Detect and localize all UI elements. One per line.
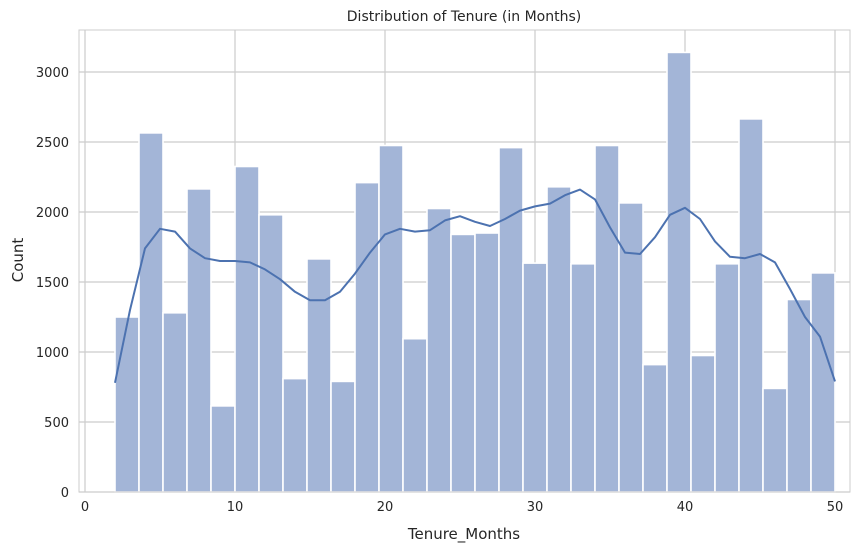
histogram-bar [571,264,595,492]
histogram-bar [259,215,283,492]
histogram-bar [547,187,571,492]
histogram-bar [115,317,139,492]
y-tick-label: 2500 [36,136,69,151]
histogram-bar [739,119,763,492]
histogram-bar [619,203,643,492]
histogram-bar [235,167,259,493]
histogram-bar [691,356,715,493]
x-tick-label: 40 [677,500,694,515]
x-tick-label: 50 [827,500,844,515]
histogram-bar [715,264,739,492]
y-tick-label: 2000 [36,206,69,221]
histogram-bar [475,233,499,492]
histogram-bar [427,209,451,493]
y-tick-label: 0 [61,486,69,501]
x-tick-label: 0 [81,500,89,515]
histogram-bar [499,148,523,492]
histogram-bar [523,263,547,492]
y-tick-label: 3000 [36,66,69,81]
x-tick-label: 10 [227,500,244,515]
histogram-bar [763,388,787,492]
histogram-bar [403,339,427,492]
histogram-bar [307,259,331,492]
histogram-bar [787,300,811,493]
histogram-bar [283,379,307,492]
histogram-bar [379,146,403,493]
histogram-bar [355,183,379,492]
histogram-bar [139,133,163,492]
y-axis-label: Count [9,238,27,283]
histogram-bar [451,234,475,492]
histogram-bar [667,52,691,492]
x-axis-label: Tenure_Months [407,525,520,544]
y-tick-label: 500 [44,416,69,431]
histogram-bar [595,146,619,493]
histogram-bar [811,273,835,492]
histogram-bar [211,406,235,492]
x-tick-label: 20 [377,500,394,515]
histogram-bar [643,365,667,492]
histogram-bar [163,313,187,492]
y-tick-label: 1000 [36,346,69,361]
histogram-bar [187,189,211,492]
y-tick-label: 1500 [36,276,69,291]
chart-title: Distribution of Tenure (in Months) [347,9,581,25]
histogram-bar [331,381,355,492]
x-tick-label: 30 [527,500,544,515]
